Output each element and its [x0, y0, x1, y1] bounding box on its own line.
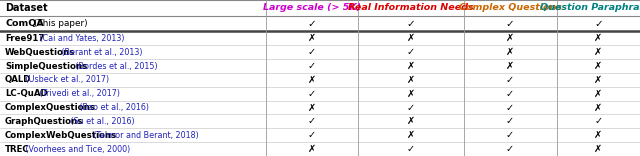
- Text: ✓: ✓: [506, 19, 515, 29]
- Text: ComplexWebQuestions: ComplexWebQuestions: [5, 131, 117, 140]
- Text: ✗: ✗: [308, 75, 316, 85]
- Text: ✗: ✗: [595, 33, 602, 43]
- Text: ✗: ✗: [506, 61, 514, 71]
- Text: ✗: ✗: [595, 47, 602, 57]
- Text: (Su et al., 2016): (Su et al., 2016): [68, 117, 135, 126]
- Text: Dataset: Dataset: [5, 3, 48, 13]
- Text: TREC: TREC: [5, 145, 29, 154]
- Text: ✓: ✓: [506, 130, 514, 140]
- Text: (Voorhees and Tice, 2000): (Voorhees and Tice, 2000): [23, 145, 131, 154]
- Text: ✗: ✗: [506, 33, 514, 43]
- Text: Large scale (> 5K): Large scale (> 5K): [262, 3, 361, 12]
- Text: (Berant et al., 2013): (Berant et al., 2013): [59, 48, 143, 57]
- Text: ✓: ✓: [506, 116, 514, 126]
- Text: (Cai and Yates, 2013): (Cai and Yates, 2013): [36, 34, 124, 43]
- Text: ✓: ✓: [308, 130, 316, 140]
- Text: ✓: ✓: [594, 19, 603, 29]
- Text: SimpleQuestions: SimpleQuestions: [5, 62, 88, 71]
- Text: (Talmor and Berant, 2018): (Talmor and Berant, 2018): [91, 131, 198, 140]
- Text: ✓: ✓: [506, 89, 514, 99]
- Text: ✗: ✗: [595, 144, 602, 154]
- Text: (This paper): (This paper): [31, 19, 88, 28]
- Text: ✓: ✓: [308, 116, 316, 126]
- Text: ✗: ✗: [407, 130, 415, 140]
- Text: GraphQuestions: GraphQuestions: [5, 117, 83, 126]
- Text: Real Information Needs: Real Information Needs: [348, 3, 474, 12]
- Text: ✓: ✓: [308, 47, 316, 57]
- Text: ✓: ✓: [595, 116, 602, 126]
- Text: ✗: ✗: [595, 89, 602, 99]
- Text: Question Paraphrases: Question Paraphrases: [540, 3, 640, 12]
- Text: ✓: ✓: [308, 89, 316, 99]
- Text: ✗: ✗: [506, 47, 514, 57]
- Text: ✗: ✗: [407, 89, 415, 99]
- Text: Free917: Free917: [5, 34, 45, 43]
- Text: (Trivedi et al., 2017): (Trivedi et al., 2017): [36, 89, 120, 98]
- Text: ✗: ✗: [595, 130, 602, 140]
- Text: WebQuestions: WebQuestions: [5, 48, 76, 57]
- Text: ✓: ✓: [406, 19, 415, 29]
- Text: ✗: ✗: [308, 144, 316, 154]
- Text: ComplexQuestions: ComplexQuestions: [5, 103, 96, 112]
- Text: ✗: ✗: [308, 33, 316, 43]
- Text: (Bordes et al., 2015): (Bordes et al., 2015): [72, 62, 157, 71]
- Text: LC-QuAD: LC-QuAD: [5, 89, 48, 98]
- Text: ✗: ✗: [595, 75, 602, 85]
- Text: ✓: ✓: [506, 75, 514, 85]
- Text: ✓: ✓: [307, 19, 316, 29]
- Text: ✓: ✓: [407, 144, 415, 154]
- Text: (Usbeck et al., 2017): (Usbeck et al., 2017): [23, 75, 109, 84]
- Text: ✗: ✗: [407, 33, 415, 43]
- Text: ✓: ✓: [506, 102, 514, 113]
- Text: ComQA: ComQA: [5, 19, 44, 28]
- Text: Complex Questions: Complex Questions: [459, 3, 561, 12]
- Text: ✗: ✗: [407, 116, 415, 126]
- Text: (Bao et al., 2016): (Bao et al., 2016): [77, 103, 149, 112]
- Text: ✓: ✓: [407, 47, 415, 57]
- Text: ✓: ✓: [407, 102, 415, 113]
- Text: ✗: ✗: [407, 61, 415, 71]
- Text: ✗: ✗: [595, 102, 602, 113]
- Text: QALD: QALD: [5, 75, 31, 84]
- Text: ✓: ✓: [506, 144, 514, 154]
- Text: ✓: ✓: [308, 61, 316, 71]
- Text: ✗: ✗: [595, 61, 602, 71]
- Text: ✗: ✗: [308, 102, 316, 113]
- Text: ✗: ✗: [407, 75, 415, 85]
